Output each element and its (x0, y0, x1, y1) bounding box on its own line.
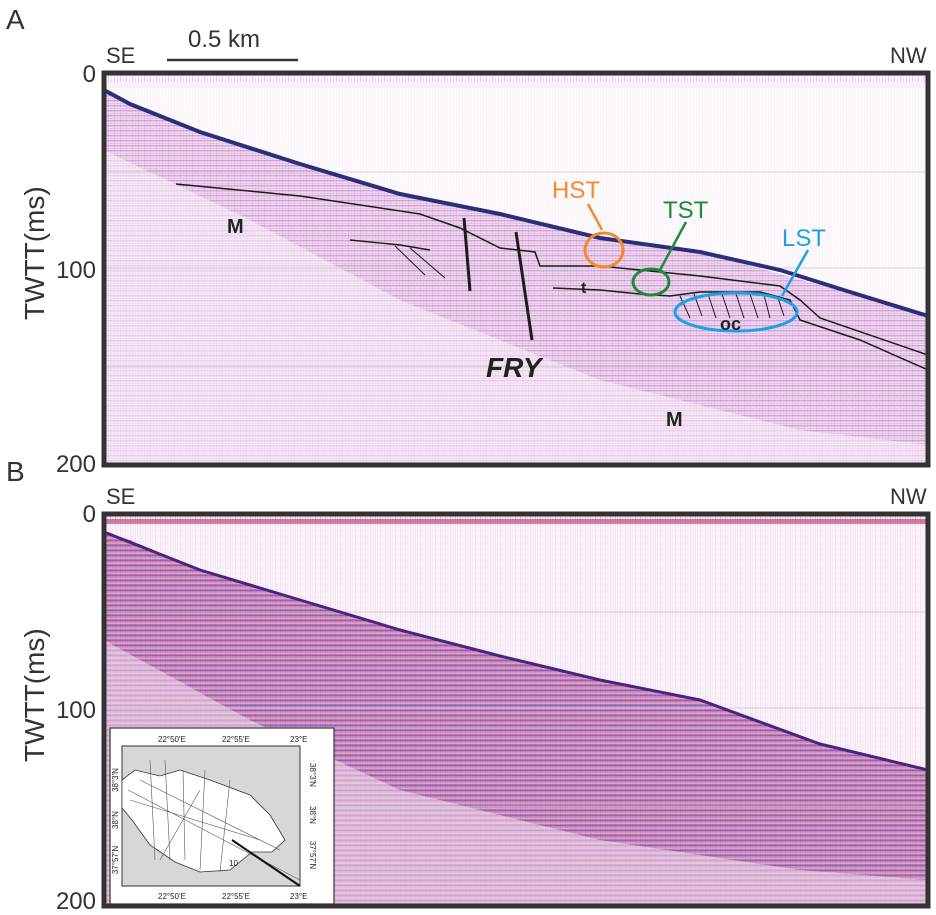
panel-b-tick-0: 0 (82, 501, 96, 528)
label-oc: oc (720, 314, 741, 334)
label-m-upper: M (227, 216, 244, 238)
hst-ellipse (583, 231, 625, 269)
scale-bar-label: 0.5 km (188, 26, 261, 53)
inset-left-label-1: 38°3'N (111, 768, 120, 792)
panel-a-nw-label: NW (890, 43, 927, 68)
label-lst: LST (782, 225, 826, 252)
panel-b-nw-label: NW (890, 484, 927, 509)
inset-right-label-2: 38°N (308, 806, 317, 824)
panel-a-se-label: SE (106, 43, 136, 68)
panel-a-tick-200: 200 (55, 451, 96, 478)
inset-top-label-1: 22°50'E (158, 735, 186, 744)
label-m-lower: M (666, 409, 683, 431)
lst-ellipse (673, 291, 799, 333)
inset-top-label-3: 23°E (290, 735, 307, 744)
panel-b-se-label: SE (106, 484, 136, 509)
inset-line-label: 10 (229, 859, 238, 868)
panel-b-tick-100: 100 (55, 697, 96, 724)
inset-left-label-3: 37°57'N (111, 846, 120, 875)
panel-a-frame (101, 70, 931, 468)
inset-right-label-3: 37°57'N (308, 841, 317, 870)
inset-top-label-2: 22°55'E (222, 735, 250, 744)
label-fry: FRY (486, 352, 544, 383)
inset-left-label-2: 38°N (111, 811, 120, 829)
inset-bottom-label-2: 22°55'E (222, 892, 250, 901)
inset-bottom-label-3: 23°E (290, 892, 307, 901)
panel-b-letter: B (6, 456, 25, 487)
panel-b-tick-200: 200 (55, 888, 96, 915)
panel-a-tick-0: 0 (82, 61, 96, 88)
inset-map: 10 22°50'E 22°55'E 23°E 22°50'E 22°55'E … (109, 727, 335, 905)
label-tst: TST (663, 197, 709, 224)
tst-ellipse (631, 267, 671, 297)
panel-a-tick-100: 100 (55, 257, 96, 284)
inset-right-label-1: 38°3'N (308, 763, 317, 787)
panel-a-letter: A (6, 4, 25, 35)
panel-b-frame (101, 511, 931, 909)
panel-a-seismic-section (104, 73, 928, 465)
inset-bottom-label-1: 22°50'E (158, 892, 186, 901)
label-hst: HST (552, 177, 600, 204)
label-t: t (581, 280, 587, 297)
